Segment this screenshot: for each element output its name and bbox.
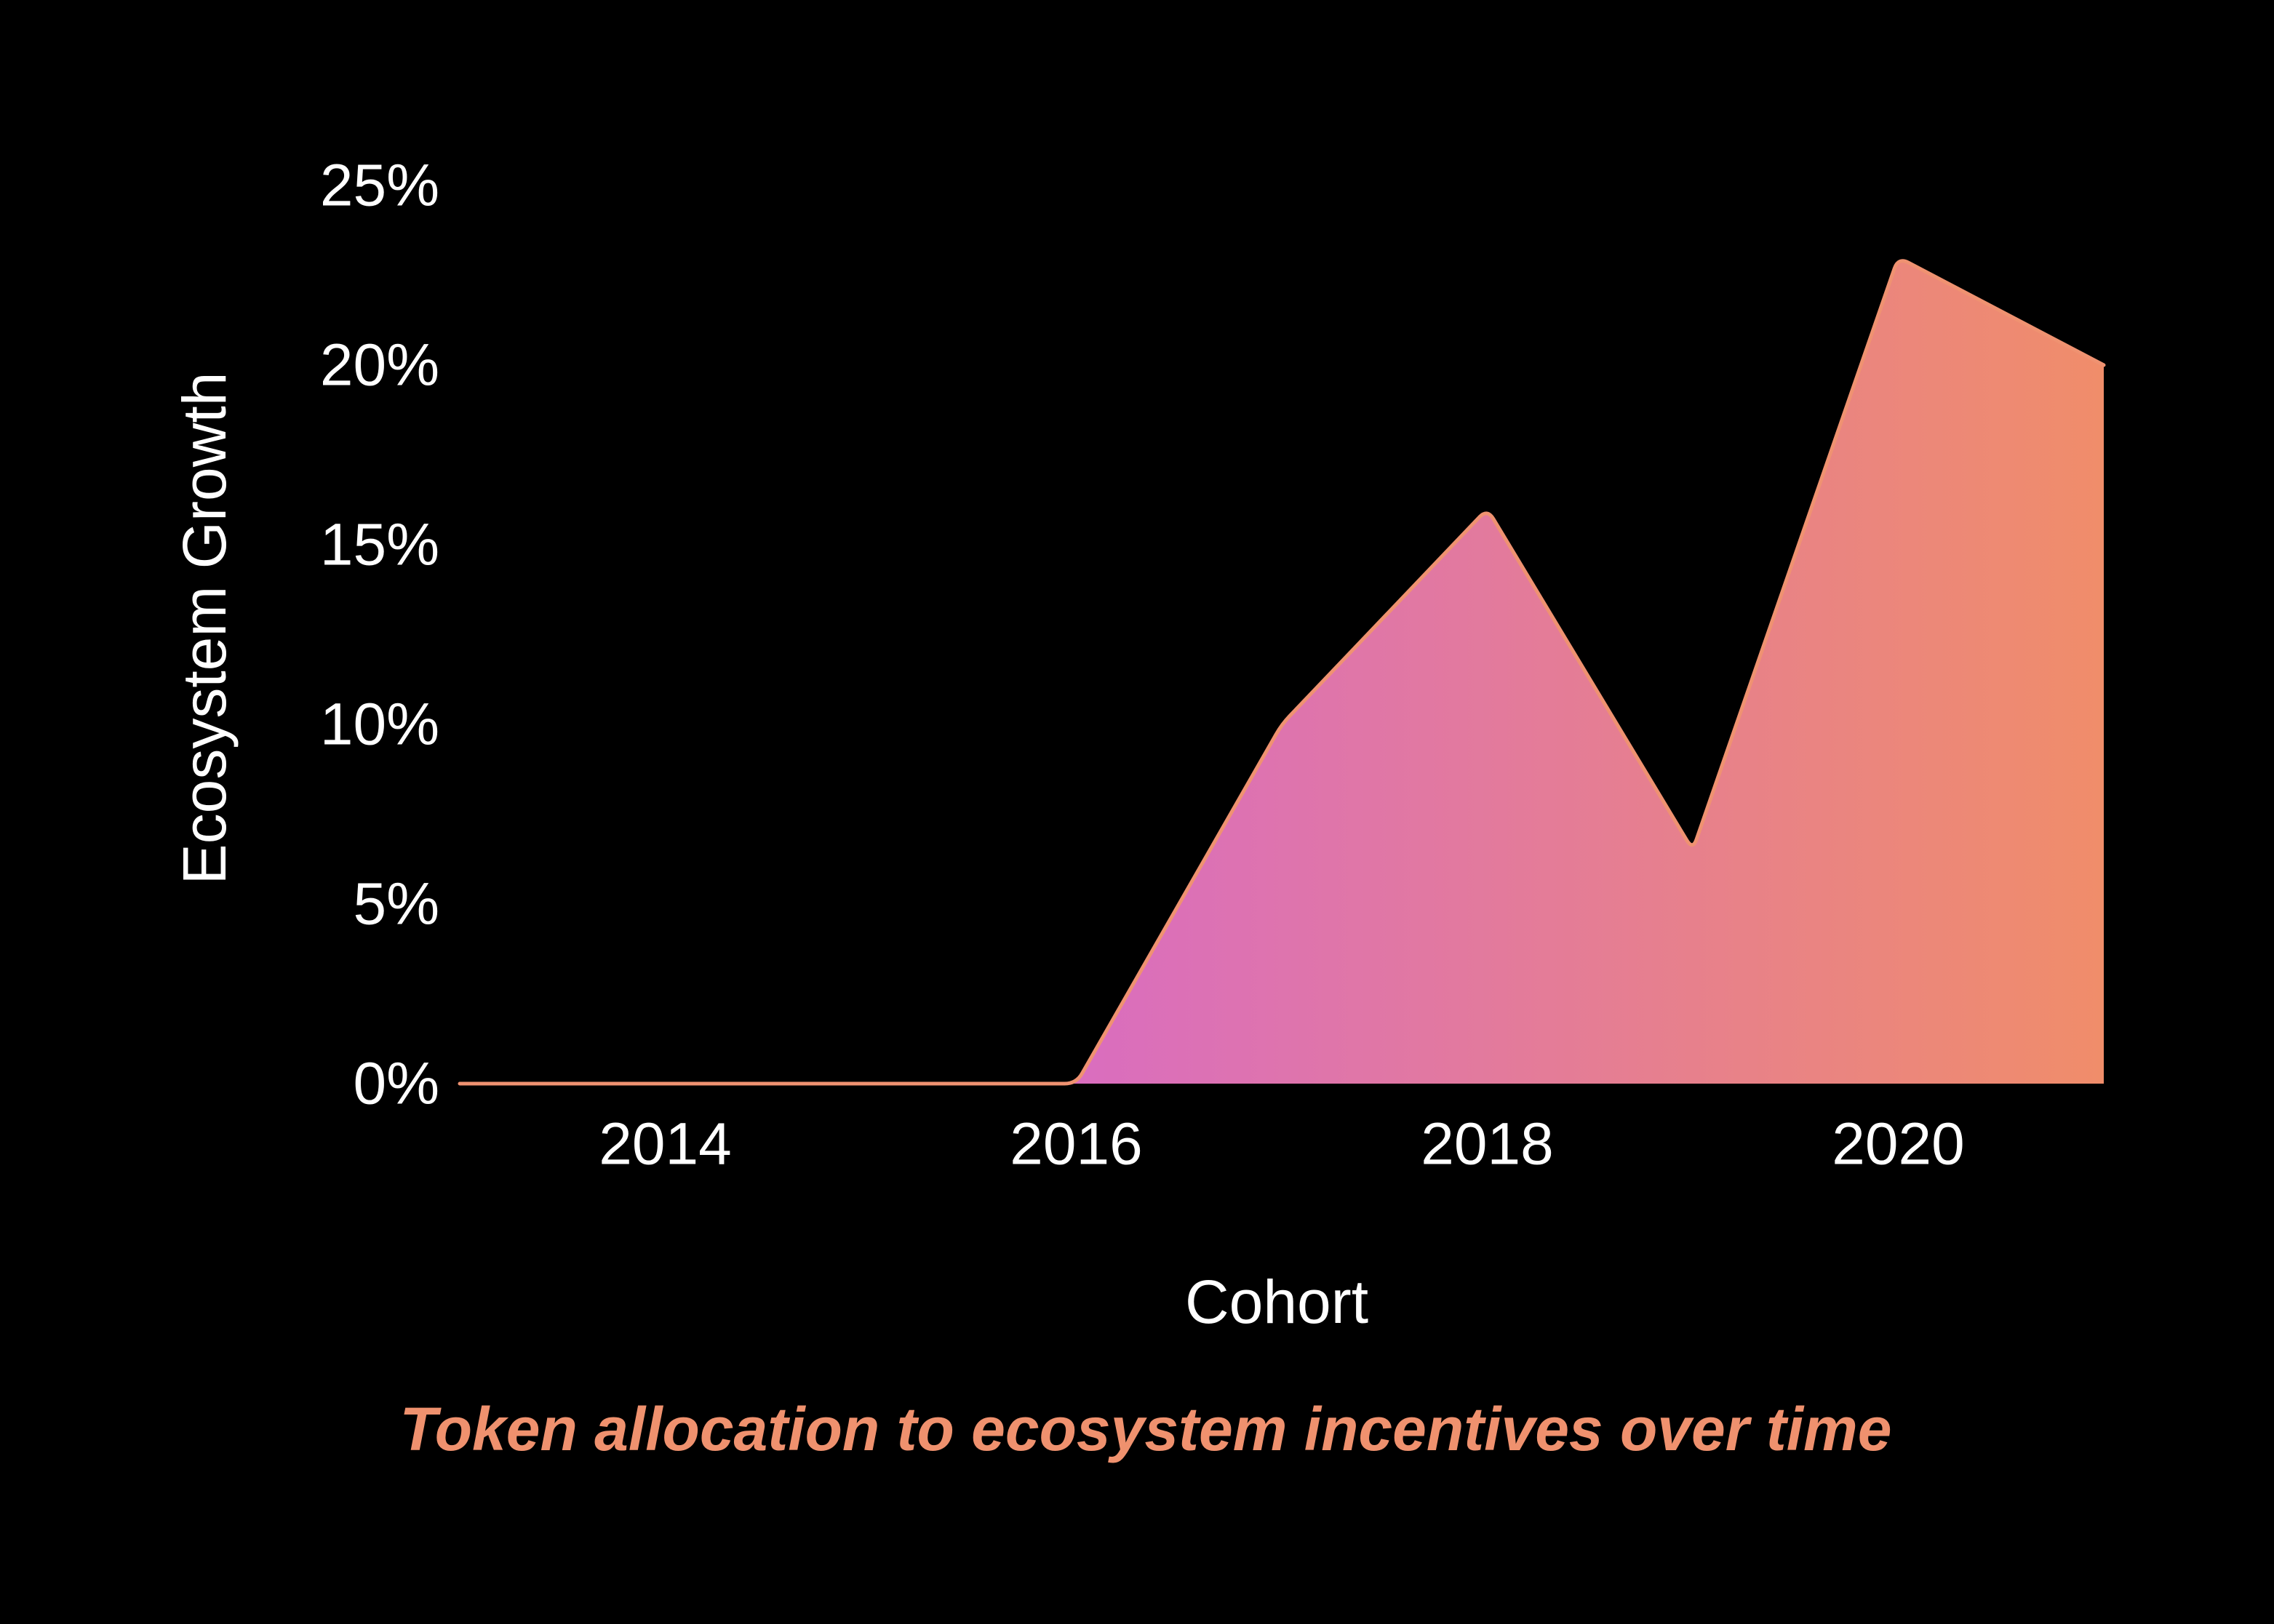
y-tick-label: 25%: [320, 153, 439, 219]
y-tick-label: 15%: [320, 512, 439, 578]
x-axis-tick-labels: 2014 2016 2018 2020: [599, 1111, 1964, 1177]
y-tick-label: 0%: [353, 1051, 439, 1117]
area-fill: [460, 260, 2104, 1084]
chart-caption: Token allocation to ecosystem incentives…: [400, 1395, 1892, 1463]
x-tick-label: 2016: [1010, 1111, 1142, 1177]
y-axis-tick-labels: 0% 5% 10% 15% 20% 25%: [320, 153, 439, 1117]
y-tick-label: 5%: [353, 871, 439, 937]
y-tick-label: 20%: [320, 332, 439, 399]
x-tick-label: 2014: [599, 1111, 731, 1177]
y-axis-title: Ecosystem Growth: [170, 372, 239, 885]
x-tick-label: 2018: [1421, 1111, 1553, 1177]
plot-area: [458, 259, 2106, 1086]
area-line: [458, 259, 2106, 1086]
x-tick-label: 2020: [1832, 1111, 1964, 1177]
y-tick-label: 10%: [320, 692, 439, 758]
x-axis-title: Cohort: [1185, 1268, 1368, 1336]
